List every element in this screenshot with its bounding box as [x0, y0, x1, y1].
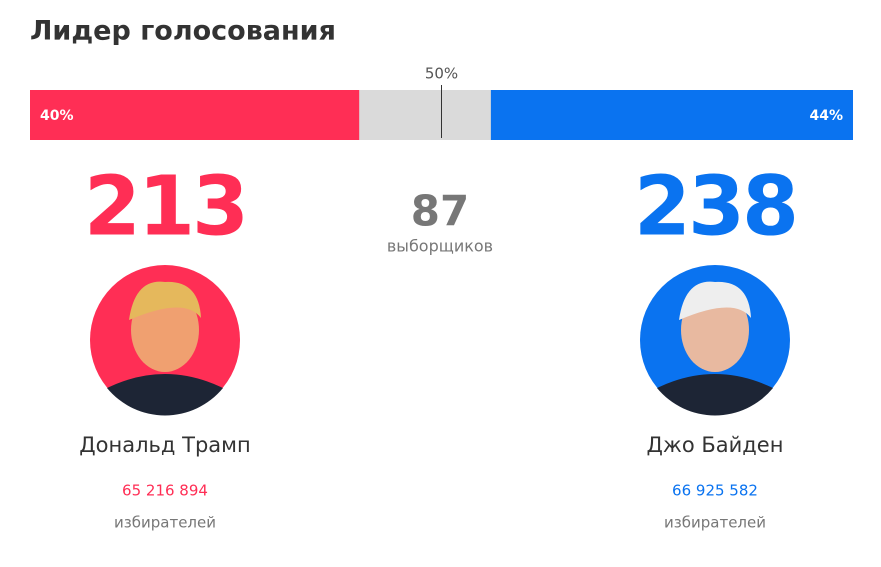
- candidate-votes: 65 216 894: [122, 482, 208, 500]
- candidate-votes-caption: избирателей: [114, 514, 216, 532]
- candidate-hair: [679, 281, 751, 320]
- bar: 40% 44%: [30, 85, 853, 140]
- bar-left: [30, 90, 360, 140]
- candidate-name: Дональд Трамп: [79, 433, 250, 457]
- candidate-votes: 66 925 582: [672, 482, 758, 500]
- midpoint-label: 50%: [425, 65, 458, 83]
- bar-right: [490, 90, 853, 140]
- candidate-votes-caption: избирателей: [664, 514, 766, 532]
- candidate-suit: [107, 374, 223, 416]
- bar-right-label: 44%: [809, 108, 843, 124]
- bar-left-label: 40%: [40, 108, 74, 124]
- title: Лидер голосования: [30, 16, 336, 47]
- candidate-electors: 238: [634, 159, 796, 254]
- candidate-electors: 213: [84, 159, 246, 254]
- center-caption: выборщиков: [387, 237, 493, 256]
- candidates: 213 Дональд Трамп 65 216 894 избирателей 238…: [79, 159, 799, 532]
- candidate-name: Джо Байден: [647, 433, 784, 457]
- center-electors: 87: [411, 187, 469, 236]
- candidate-suit: [657, 374, 773, 416]
- candidate-hair: [129, 281, 201, 320]
